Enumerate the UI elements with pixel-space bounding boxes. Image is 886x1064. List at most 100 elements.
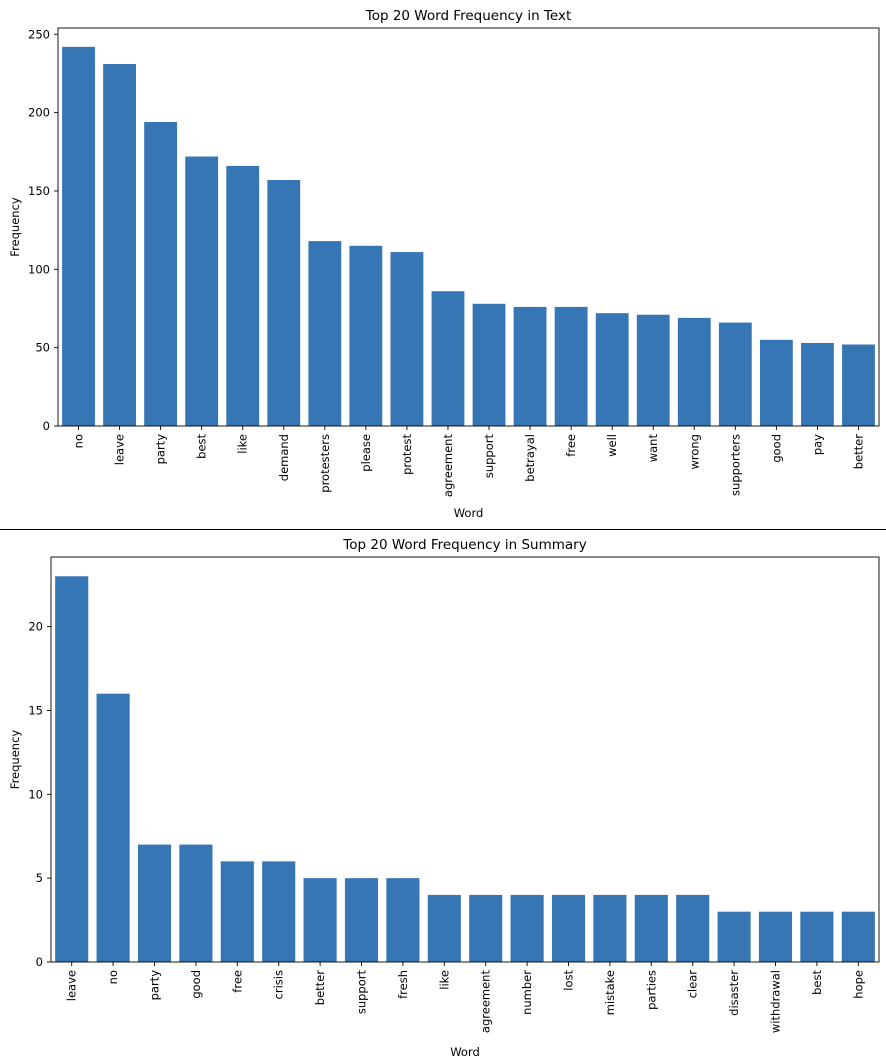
x-tick-label-wrong: wrong [687, 434, 701, 470]
bar-protest [390, 252, 424, 426]
x-tick-label-please: please [359, 434, 373, 472]
bar-mistake [593, 894, 627, 962]
chart-divider [0, 529, 886, 530]
x-tick-label-free: free [564, 434, 578, 457]
bar-best [800, 911, 834, 962]
x-tick-label-no: no [106, 970, 120, 984]
x-tick-label-betrayal: betrayal [523, 434, 537, 482]
bar-disaster [717, 911, 751, 962]
x-tick-label-well: well [605, 434, 619, 457]
bar-leave [55, 576, 89, 962]
bar-pay [801, 342, 834, 426]
x-tick-label-leave: leave [65, 970, 79, 1001]
y-tick-label: 5 [36, 871, 43, 885]
x-tick-label-fresh: fresh [396, 970, 410, 999]
bar-no [96, 693, 130, 962]
x-tick-label-withdrawal: withdrawal [769, 970, 783, 1033]
x-tick-label-supporters: supporters [728, 434, 742, 496]
y-tick-label: 0 [36, 955, 43, 969]
x-tick-label-number: number [520, 970, 534, 1015]
x-tick-label-better: better [313, 970, 327, 1005]
y-tick-label: 100 [28, 262, 50, 276]
bar-free [220, 861, 254, 962]
x-tick-label-want: want [646, 434, 660, 463]
y-axis-label: Frequency [8, 197, 22, 257]
y-tick-label: 15 [28, 703, 43, 717]
bar-agreement [431, 291, 465, 426]
x-tick-label-lost: lost [562, 970, 576, 991]
bar-support [472, 303, 506, 426]
x-axis: no leave party best like demand protesters plea… [72, 426, 865, 498]
bar-well [595, 313, 629, 426]
x-tick-label-disaster: disaster [727, 970, 741, 1016]
x-tick-label-agreement: agreement [441, 434, 455, 498]
bar-better [303, 878, 337, 962]
bar-no [62, 46, 95, 426]
bar-parties [634, 894, 668, 962]
bar-party [144, 122, 178, 426]
y-tick-label: 0 [43, 419, 50, 433]
y-tick-label: 10 [28, 787, 43, 801]
text-word-frequency-chart: Top 20 Word Frequency in Text 0 50 100 150 20… [8, 8, 880, 520]
bar-like [226, 165, 260, 426]
bars [62, 46, 875, 426]
y-tick-label: 250 [28, 27, 50, 41]
x-tick-label-clear: clear [686, 970, 700, 999]
x-tick-label-agreement: agreement [479, 970, 493, 1034]
bar-party [137, 844, 172, 962]
bar-agreement [469, 894, 503, 962]
plot-frame [50, 556, 880, 963]
x-tick-label-demand: demand [277, 434, 291, 481]
bars [55, 576, 875, 962]
x-tick-label-support: support [355, 970, 369, 1015]
x-tick-label-free: free [230, 970, 244, 993]
y-axis: 0 5 10 15 20 [28, 620, 51, 969]
bar-good [179, 844, 213, 962]
bar-protesters [308, 241, 342, 426]
bar-supporters [718, 322, 752, 426]
plot-frame [57, 27, 880, 427]
x-axis: leave no party good free crisis better support f… [65, 962, 865, 1034]
bar-please [349, 245, 383, 426]
bar-crisis [262, 861, 296, 962]
x-tick-label-best: best [810, 970, 824, 995]
y-axis: 0 50 100 150 200 250 [28, 27, 58, 433]
chart-title: Top 20 Word Frequency in Summary [342, 537, 586, 553]
x-tick-label-crisis: crisis [272, 970, 286, 999]
bar-support [344, 878, 379, 962]
x-axis-label: Word [454, 506, 484, 520]
x-tick-label-protesters: protesters [318, 434, 332, 493]
x-tick-label-party: party [154, 434, 168, 465]
chart-title: Top 20 Word Frequency in Text [365, 8, 571, 24]
x-tick-label-support: support [482, 434, 496, 479]
bar-wrong [677, 317, 711, 426]
bar-like [427, 894, 461, 962]
x-tick-label-good: good [189, 970, 203, 999]
bar-hope [841, 911, 875, 962]
x-tick-label-best: best [195, 434, 209, 459]
x-tick-label-like: like [236, 434, 250, 454]
bar-clear [676, 894, 710, 962]
x-tick-label-leave: leave [113, 434, 127, 465]
x-tick-label-party: party [148, 970, 162, 1001]
x-tick-label-protest: protest [400, 434, 414, 475]
bar-free [554, 306, 588, 426]
bar-fresh [386, 878, 420, 962]
x-tick-label-good: good [769, 434, 783, 463]
x-tick-label-pay: pay [810, 434, 824, 455]
x-tick-label-no: no [72, 434, 86, 448]
x-tick-label-hope: hope [851, 970, 865, 999]
x-tick-label-parties: parties [644, 970, 658, 1010]
x-tick-label-like: like [437, 970, 451, 990]
y-axis-label: Frequency [8, 730, 22, 790]
x-tick-label-mistake: mistake [603, 970, 617, 1015]
y-tick-label: 200 [28, 106, 50, 120]
summary-word-frequency-chart: Top 20 Word Frequency in Summary 0 5 10 15 20… [8, 537, 880, 1059]
bar-leave [103, 64, 136, 426]
bar-want [636, 314, 670, 426]
bar-betrayal [513, 306, 547, 426]
bar-good [759, 339, 793, 426]
bar-better [842, 344, 875, 426]
bar-lost [551, 894, 586, 962]
y-tick-label: 50 [35, 341, 50, 355]
